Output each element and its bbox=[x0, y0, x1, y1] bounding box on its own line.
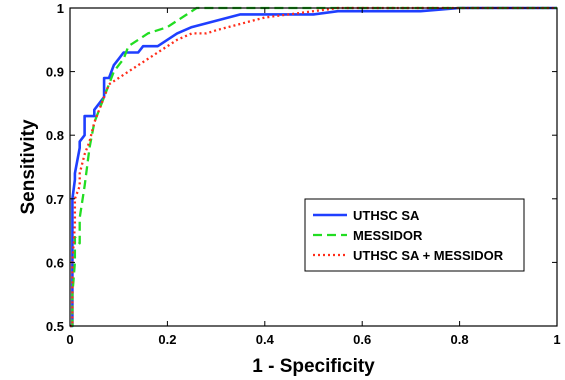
x-tick-label: 0.2 bbox=[158, 332, 176, 347]
plot-frame bbox=[70, 8, 557, 326]
legend-label-uthsc-sa: UTHSC SA bbox=[353, 208, 420, 223]
x-tick-label: 0.4 bbox=[256, 332, 275, 347]
x-tick-label: 1 bbox=[553, 332, 560, 347]
x-tick-label: 0.6 bbox=[353, 332, 371, 347]
series-line-uthsc-sa-messidor bbox=[70, 8, 557, 326]
x-tick-label: 0 bbox=[66, 332, 73, 347]
y-tick-label: 1 bbox=[57, 1, 64, 16]
x-tick-label: 0.8 bbox=[451, 332, 469, 347]
y-axis-label: Sensitivity bbox=[18, 119, 39, 214]
y-tick-label: 0.6 bbox=[46, 255, 64, 270]
y-tick-label: 0.8 bbox=[46, 128, 64, 143]
y-tick-label: 0.7 bbox=[46, 192, 64, 207]
legend-label-combined: UTHSC SA + MESSIDOR bbox=[353, 248, 504, 263]
series-line-uthsc-sa bbox=[70, 8, 557, 326]
legend: UTHSC SA MESSIDOR UTHSC SA + MESSIDOR bbox=[305, 199, 524, 271]
legend-label-messidor: MESSIDOR bbox=[353, 228, 423, 243]
y-tick-label: 0.5 bbox=[46, 319, 64, 334]
y-tick-label: 0.9 bbox=[46, 65, 64, 80]
x-axis-label: 1 - Specificity bbox=[252, 356, 375, 377]
series-line-messidor bbox=[70, 8, 557, 326]
series-layer bbox=[70, 8, 557, 326]
